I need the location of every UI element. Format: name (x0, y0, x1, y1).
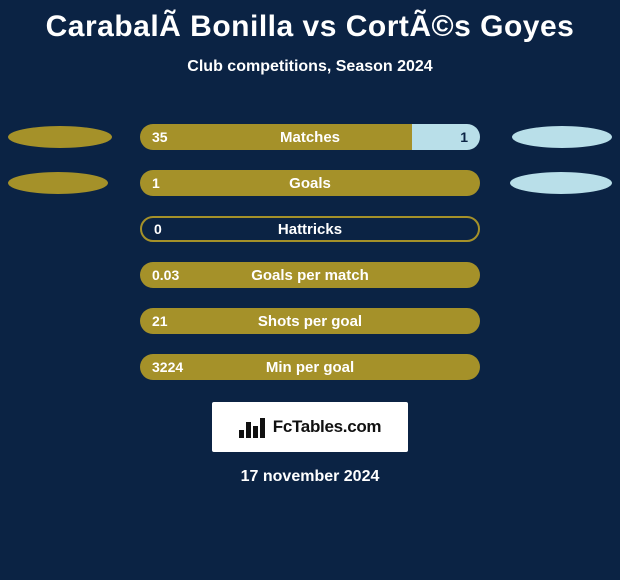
stat-bar: 0.03Goals per match (140, 262, 480, 288)
player-right-marker (510, 172, 612, 194)
bar-left-segment (140, 262, 480, 288)
comparison-card: CarabalÃ­ Bonilla vs CortÃ©s Goyes Club … (0, 0, 620, 580)
player-left-marker (8, 172, 108, 194)
subtitle: Club competitions, Season 2024 (0, 58, 620, 76)
page-title: CarabalÃ­ Bonilla vs CortÃ©s Goyes (0, 10, 620, 44)
stat-bar: 3224Min per goal (140, 354, 480, 380)
fctables-logo: FcTables.com (212, 402, 408, 452)
bar-chart-icon (239, 416, 267, 438)
bar-left-segment (140, 170, 480, 196)
comparison-chart: 351Matches 1Goals 0Hattricks 0.03Goals per … (0, 114, 620, 390)
stat-bar: 351Matches (140, 124, 480, 150)
player-right-marker (512, 126, 612, 148)
stat-row: 351Matches (0, 114, 620, 160)
stat-label: Hattricks (142, 221, 478, 238)
logo-text: FcTables.com (273, 417, 382, 437)
stat-row: 0.03Goals per match (0, 252, 620, 298)
stat-bar: 0Hattricks (140, 216, 480, 242)
stat-row: 0Hattricks (0, 206, 620, 252)
stat-bar: 21Shots per goal (140, 308, 480, 334)
stat-row: 21Shots per goal (0, 298, 620, 344)
left-value: 0 (154, 221, 162, 237)
bar-left-segment (140, 308, 480, 334)
stat-row: 3224Min per goal (0, 344, 620, 390)
bar-right-segment (412, 124, 480, 150)
player-left-marker (8, 126, 112, 148)
bar-left-segment (140, 354, 480, 380)
date: 17 november 2024 (0, 468, 620, 486)
stat-bar: 1Goals (140, 170, 480, 196)
stat-row: 1Goals (0, 160, 620, 206)
bar-left-segment (140, 124, 412, 150)
